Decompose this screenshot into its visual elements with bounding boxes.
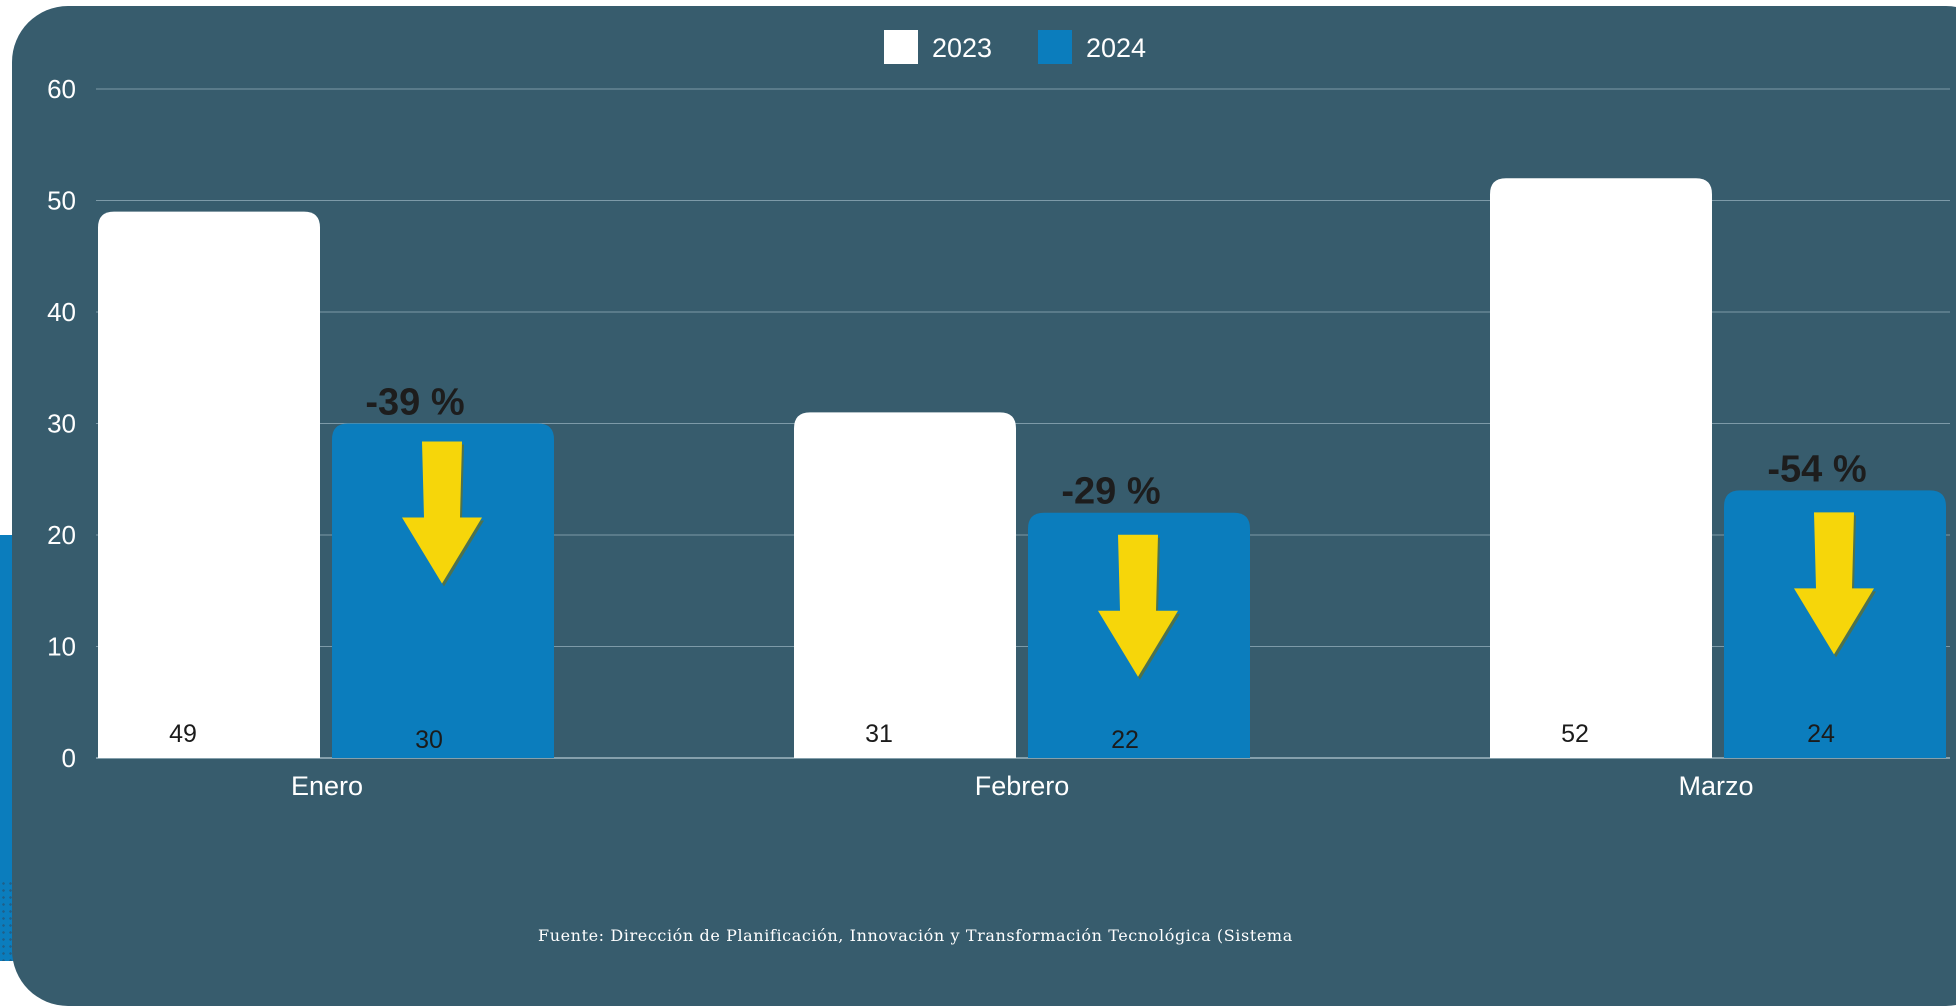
y-tick-label: 30 (47, 409, 76, 439)
data-label: 30 (415, 726, 443, 754)
bar-2023-febrero (794, 412, 1016, 758)
y-tick-label: 60 (47, 74, 76, 104)
legend-label: 2023 (932, 33, 992, 63)
y-tick-label: 20 (47, 520, 76, 550)
bar-2023-enero (98, 211, 320, 758)
down-arrow-icon (402, 441, 482, 584)
y-tick-label: 50 (47, 186, 76, 216)
change-label: -39 % (365, 382, 464, 424)
x-tick-label: Febrero (975, 771, 1070, 801)
y-tick-label: 0 (62, 743, 76, 773)
change-label: -54 % (1767, 448, 1866, 490)
bar-2023-marzo (1490, 178, 1712, 758)
down-arrow-icon (1794, 512, 1874, 655)
data-label: 52 (1561, 720, 1589, 748)
y-tick-label: 40 (47, 297, 76, 327)
legend-label: 2024 (1086, 33, 1146, 63)
change-label: -29 % (1061, 471, 1160, 513)
bar-chart: 0 10 20 30 40 50 60 49 30 -39 % Enero 31 22 -29 % Febr… (47, 30, 1950, 801)
down-arrow-icon (1098, 534, 1178, 677)
x-tick-label: Enero (291, 771, 363, 801)
data-label: 49 (169, 720, 197, 748)
data-label: 24 (1807, 720, 1835, 748)
y-tick-label: 10 (47, 632, 76, 662)
x-tick-label: Marzo (1678, 771, 1753, 801)
legend-swatch-2024 (1038, 30, 1072, 64)
data-label: 22 (1111, 726, 1139, 754)
legend-swatch-2023 (884, 30, 918, 64)
data-label: 31 (865, 720, 893, 748)
source-note: Fuente: Dirección de Planificación, Inno… (538, 926, 1293, 945)
bar-2024-enero (332, 423, 554, 758)
